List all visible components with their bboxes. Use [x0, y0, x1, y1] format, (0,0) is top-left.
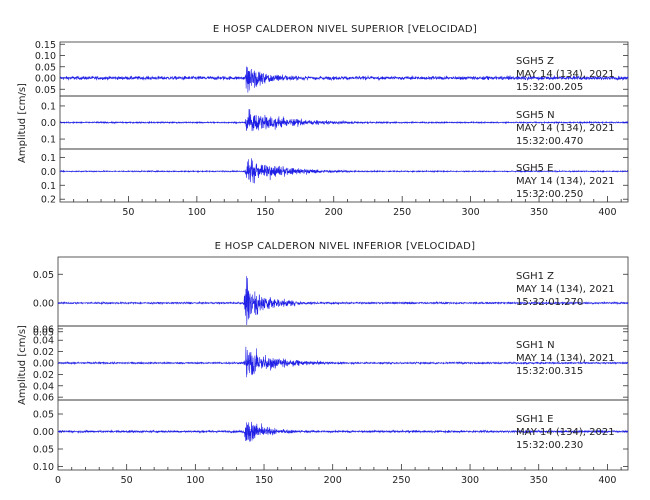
time-label: 15:32:01.270 — [516, 297, 583, 308]
date-label: MAY 14 (134), 2021 — [516, 69, 615, 80]
waveform-trace — [57, 421, 629, 442]
station-label: SGH1 Z — [516, 271, 554, 282]
x-tick-label: 150 — [255, 475, 273, 486]
x-tick-label: 0 — [55, 475, 61, 486]
waveform-trace — [59, 66, 629, 93]
y-tick-label: 0.05 — [35, 62, 56, 73]
y-tick-label: 0.1 — [41, 101, 56, 112]
x-tick-label: 200 — [324, 475, 342, 486]
x-tick-label: 250 — [392, 475, 410, 486]
time-label: 15:32:00.250 — [516, 189, 583, 200]
x-tick-label: 400 — [598, 475, 616, 486]
y-tick-label: 0.00 — [35, 74, 56, 85]
waveform-trace — [57, 276, 629, 326]
y-tick-label: 0.05 — [33, 327, 54, 338]
y-tick-label: 0.04 — [33, 336, 54, 347]
trace-panel-sgh5-n: 0.1 0.0 0.1 SGH5 N MAY 14 (134), 2021 15:32:0… — [41, 95, 629, 150]
y-axis-label: Amplitud [cm/s] — [17, 83, 28, 163]
y-tick-label: 0.00 — [33, 359, 54, 370]
trace-panel-sgh5-e: 0.1 0.0 0.1 0.2 SGH5 E MAY 14 (134), 2021 15:3… — [41, 148, 629, 206]
y-tick-label: 0.06 — [33, 393, 54, 404]
y-tick-label: 0.0 — [41, 167, 56, 178]
y-tick-label: 0.00 — [33, 299, 54, 310]
y-tick-label: 0.0 — [41, 118, 56, 129]
time-label: 15:32:00.230 — [516, 440, 583, 451]
y-tick-label: 0.02 — [33, 347, 54, 358]
waveform-trace — [59, 158, 629, 184]
y-tick-label: 0.2 — [41, 195, 56, 206]
date-label: MAY 14 (134), 2021 — [516, 284, 615, 295]
x-axis: 0 50 100 150 200 250 300 350 400 — [55, 464, 622, 486]
y-tick-label: 0.1 — [41, 153, 56, 164]
y-tick-label: 0.10 — [35, 51, 56, 62]
y-axis-label: Amplitud [cm/s] — [17, 325, 28, 405]
x-tick-label: 400 — [598, 207, 616, 218]
station-label: SGH5 E — [516, 163, 553, 174]
x-tick-label: 150 — [256, 207, 274, 218]
chart-title: E HOSP CALDERON NIVEL INFERIOR [VELOCIDA… — [215, 241, 476, 252]
trace-panel-sgh1-e: 0.05 0.00 0.05 0.10 SGH1 E MAY 14 (134), 2021… — [33, 399, 629, 473]
panel-frame — [59, 148, 629, 203]
x-tick-label: 50 — [121, 475, 133, 486]
y-tick-label: 0.05 — [33, 445, 54, 456]
y-tick-label: 0.00 — [33, 427, 54, 438]
date-label: MAY 14 (134), 2021 — [516, 427, 615, 438]
x-tick-label: 300 — [461, 475, 479, 486]
station-label: SGH1 E — [516, 414, 553, 425]
x-axis: 50 100 150 200 250 300 350 400 — [73, 196, 622, 218]
y-tick-label: 0.04 — [33, 381, 54, 392]
time-label: 15:32:00.470 — [516, 136, 583, 147]
y-tick-label: 0.10 — [33, 462, 54, 473]
upper-level-chart: E HOSP CALDERON NIVEL SUPERIOR [VELOCIDA… — [17, 24, 629, 218]
y-tick-label: 0.05 — [35, 85, 56, 96]
station-label: SGH1 N — [516, 340, 555, 351]
x-tick-label: 100 — [188, 207, 206, 218]
x-tick-label: 200 — [325, 207, 343, 218]
x-tick-label: 250 — [393, 207, 411, 218]
waveform-trace — [59, 109, 629, 132]
date-label: MAY 14 (134), 2021 — [516, 176, 615, 187]
y-tick-label: 0.05 — [33, 270, 54, 281]
y-tick-label: 0.02 — [33, 370, 54, 381]
date-label: MAY 14 (134), 2021 — [516, 123, 615, 134]
station-label: SGH5 N — [516, 110, 555, 121]
x-tick-label: 350 — [530, 475, 548, 486]
x-tick-label: 350 — [530, 207, 548, 218]
x-tick-label: 300 — [462, 207, 480, 218]
y-tick-label: 0.1 — [41, 135, 56, 146]
waveform-trace — [57, 346, 629, 378]
time-label: 15:32:00.315 — [516, 366, 583, 377]
y-tick-label: 0.1 — [41, 181, 56, 192]
station-label: SGH5 Z — [516, 56, 554, 67]
y-tick-label: 0.05 — [33, 410, 54, 421]
date-label: MAY 14 (134), 2021 — [516, 353, 615, 364]
time-label: 15:32:00.205 — [516, 82, 583, 93]
panel-group: 0.05 0.00 0.05 SGH1 Z MAY 14 (134), 2021 15:3… — [33, 256, 629, 473]
lower-level-chart: E HOSP CALDERON NIVEL INFERIOR [VELOCIDA… — [17, 241, 629, 486]
chart-title: E HOSP CALDERON NIVEL SUPERIOR [VELOCIDA… — [213, 24, 477, 35]
y-tick-label: 0.06 — [33, 324, 54, 335]
x-tick-label: 100 — [186, 475, 204, 486]
panel-frame — [57, 399, 629, 471]
x-tick-label: 50 — [122, 207, 134, 218]
y-tick-label: 0.15 — [35, 40, 56, 51]
